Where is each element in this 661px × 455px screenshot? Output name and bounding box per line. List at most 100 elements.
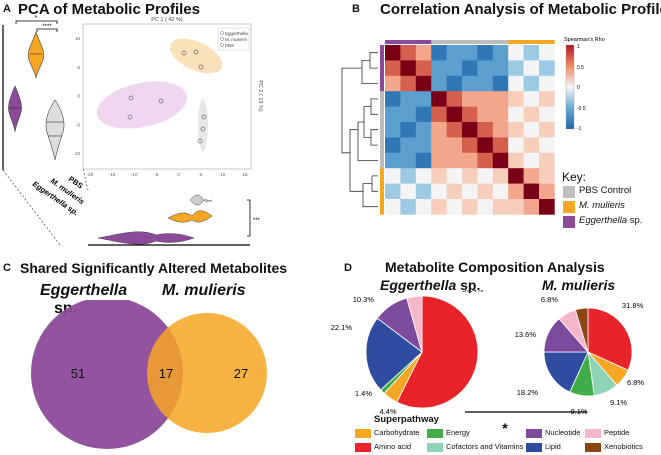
heatmap-cell [385, 199, 401, 215]
violin-mm-bottom [167, 210, 213, 223]
heatmap-cell [431, 75, 447, 92]
heatmap-cell [415, 45, 432, 61]
heatmap-cell [400, 75, 417, 92]
heatmap-cell [446, 122, 463, 138]
panel-d-letter: D [344, 262, 352, 274]
violin-egg-left [8, 85, 22, 133]
pie-title-egg-suffix: sp. [456, 277, 481, 293]
pca-figure: * **** PC 1 ( 42 %) PC 2 ( 13 %) -20 -15-… [2, 15, 263, 246]
correlation-figure: Spearman's Rho 1 0.5 0 -0.5 -1 [341, 37, 605, 215]
heatmap-cell [400, 122, 417, 138]
superpathway-label-cofactors-and-vitamins: Cofactors and Vitamins [446, 442, 524, 451]
heatmap-cell [539, 75, 555, 92]
heatmap-cell [446, 60, 463, 77]
heatmap-cell [523, 75, 540, 92]
heatmap-cell [462, 199, 478, 215]
heatmap-cell [415, 199, 432, 215]
pca-y-tick: -5 [76, 122, 80, 127]
dendrogram-branch [341, 67, 362, 154]
colorbar-title: Spearman's Rho [564, 37, 605, 43]
dendrogram-branch [349, 129, 363, 192]
key-label-mm: M. mulieris [579, 200, 625, 211]
pie-mm: 31.8%6.8%9.1%9.1%18.2%13.6%6.8%4.6% [515, 290, 645, 416]
heatmap-cell [462, 152, 478, 169]
heatmap-cell [492, 45, 509, 61]
heatmap-cell [431, 106, 447, 123]
pca-y-tick: 0 [77, 94, 80, 99]
group-bar-row [380, 199, 384, 215]
heatmap-cell [477, 122, 494, 138]
pc2-axis-label: PC 2 ( 13 %) [257, 80, 263, 112]
dendrogram-branch [357, 121, 378, 161]
group-bar-row [380, 183, 384, 200]
pie-label: 18.2% [517, 388, 539, 397]
pie-label: 6.8% [627, 378, 644, 387]
venn-circle-mm [147, 313, 267, 433]
superpathway-label-energy: Energy [446, 428, 470, 437]
pie-label: 57.4% [462, 290, 484, 294]
heatmap-cell [446, 91, 463, 107]
heatmap-cell [400, 45, 417, 61]
sig-left-b: **** [42, 24, 52, 30]
superpathway-swatch-xenobiotics [585, 443, 601, 452]
heatmap-cell [477, 75, 494, 92]
heatmap-cell [462, 106, 478, 123]
heatmap-cell [385, 152, 401, 169]
heatmap-cell [477, 60, 494, 77]
pca-ellipse-mm [169, 38, 223, 74]
panel-d-title: Metabolite Composition Analysis [385, 259, 605, 275]
heatmap-cell [508, 45, 524, 61]
group-bar-row [380, 91, 384, 107]
pca-legend-mm: M. mulieris [225, 37, 248, 42]
superpathway-swatch-carbohydrate [355, 429, 371, 438]
colorbar-tick: 0.5 [577, 65, 584, 71]
pie-slice-lipid [543, 351, 589, 393]
heatmap-cell [492, 75, 509, 92]
group-bar-col [400, 40, 417, 44]
colorbar-tick: 1 [577, 44, 580, 50]
heatmap-cell [492, 199, 509, 215]
group-bar-col [415, 40, 432, 44]
pie-title-egg: Eggerthella sp. [380, 277, 480, 293]
venn-label-mm: M. mulieris [162, 282, 246, 299]
heatmap-cell [508, 137, 524, 154]
heatmap-cell [415, 137, 432, 154]
heatmap-cell [446, 168, 463, 184]
superpathway-label-amino-acid: Amino acid [374, 442, 412, 451]
pca-point [198, 64, 204, 70]
pca-ellipse-pbs [198, 99, 208, 151]
heatmap-group-bars [380, 40, 555, 215]
group-bar-row [380, 152, 384, 169]
pie-label: 9.1% [610, 398, 627, 407]
heatmap-cell [523, 183, 540, 200]
group-bar-row [380, 60, 384, 77]
pca-x-tick: -15 [109, 172, 116, 177]
dendrogram-branch [369, 52, 378, 69]
heatmap-cell [508, 199, 524, 215]
superpathway-label-xenobiotics: Xenobiotics [604, 442, 643, 451]
heatmap-cell [539, 106, 555, 123]
group-bar-col [508, 40, 524, 44]
heatmap-cell [400, 168, 417, 184]
heatmap-cell [385, 168, 401, 184]
pca-point [158, 98, 164, 104]
heatmap-cell [492, 122, 509, 138]
key-title: Key: [562, 170, 587, 184]
venn-label-egg-a: Eggerthella [40, 282, 128, 299]
heatmap-cell [446, 137, 463, 154]
pie-title-mm: M. mulieris [542, 277, 616, 293]
group-bar-row [380, 122, 384, 138]
heatmap-cell [508, 183, 524, 200]
heatmap-cell [508, 122, 524, 138]
heatmap-cell [523, 168, 540, 184]
heatmap-cell [385, 183, 401, 200]
pca-x-tick: -5 [154, 172, 158, 177]
pca-y-tick: 5 [77, 65, 80, 70]
pca-y-ticks: 10 5 0 -5 -10 [73, 36, 80, 156]
heatmap-cell [400, 60, 417, 77]
heatmap-cell [477, 183, 494, 200]
heatmap-cell [400, 199, 417, 215]
heatmap-cell [539, 137, 555, 154]
heatmap-cell [477, 137, 494, 154]
pca-legend-egg: Eggerthella [225, 31, 248, 36]
